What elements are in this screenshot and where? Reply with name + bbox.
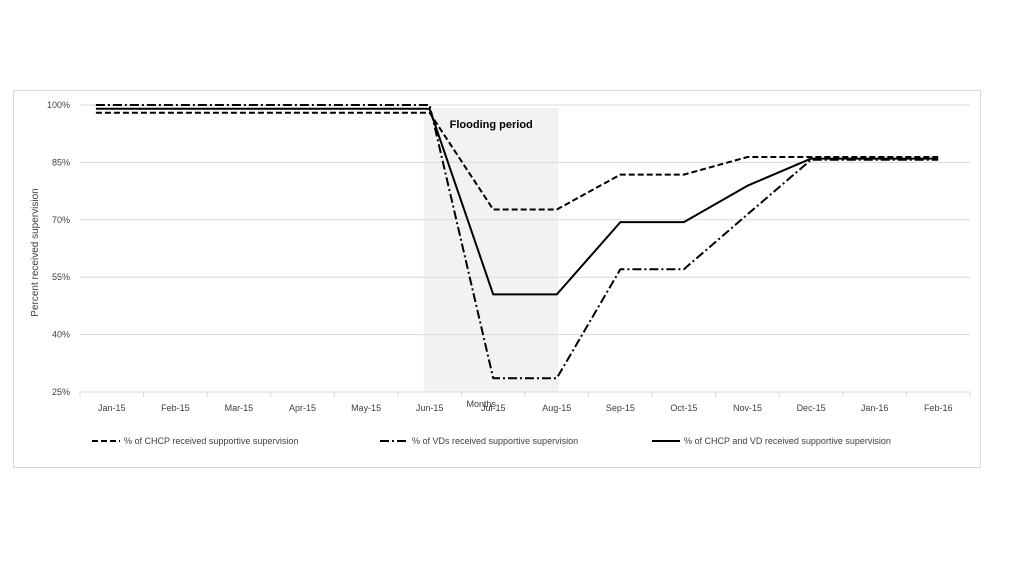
x-axis-title: Months [466,399,496,409]
y-tick-label: 40% [52,330,70,340]
series-line-2 [95,104,939,380]
legend-label-2: % of VDs received supportive supervision [412,436,578,446]
y-tick-label: 70% [52,215,70,225]
x-tick-label: Jan-15 [98,403,126,413]
y-axis-title: Percent received supervision [30,188,41,316]
y-tick-label: 85% [52,157,70,167]
x-tick-label: Nov-15 [733,403,762,413]
x-tick-label: Sep-15 [606,403,635,413]
x-tick-label: Feb-16 [924,403,953,413]
x-tick-label: Feb-15 [161,403,190,413]
x-tick-label: Oct-15 [670,403,697,413]
x-tick-label: Apr-15 [289,403,316,413]
legend-label-3: % of CHCP and VD received supportive sup… [684,436,891,446]
y-tick-label: 25% [52,387,70,397]
y-tick-label: 100% [47,100,70,110]
series-line-1 [95,111,939,211]
x-tick-label: Jan-16 [861,403,889,413]
x-tick-label: May-15 [351,403,381,413]
y-tick-label: 55% [52,272,70,282]
x-tick-label: Mar-15 [225,403,254,413]
x-tick-label: Jul-15 [481,403,506,413]
x-tick-label: Aug-15 [542,403,571,413]
x-tick-label: Dec-15 [797,403,826,413]
legend-label-1: % of CHCP received supportive supervisio… [124,436,298,446]
flooding-period-label: Flooding period [450,119,533,131]
x-tick-label: Jun-15 [416,403,444,413]
series-line-3 [95,107,939,296]
